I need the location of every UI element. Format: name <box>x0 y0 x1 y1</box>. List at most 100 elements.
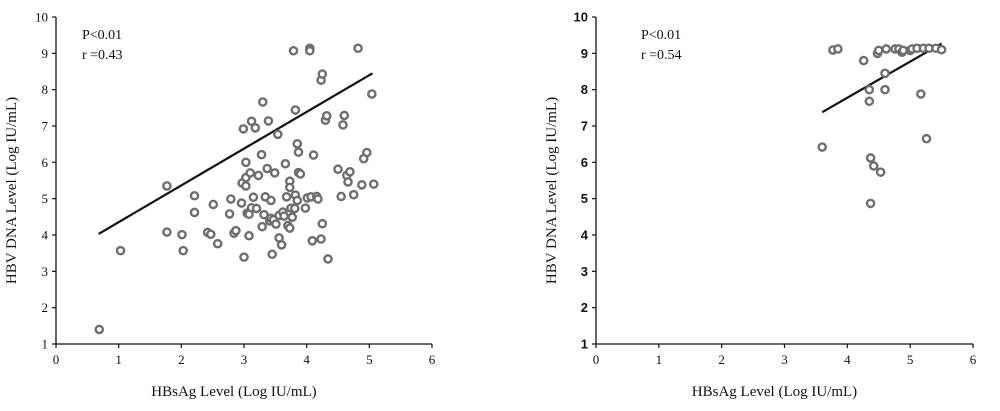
y-tick-label: 7 <box>581 119 588 134</box>
x-tick-label: 5 <box>366 352 373 367</box>
y-tick-label: 8 <box>42 82 49 97</box>
data-point <box>864 96 875 107</box>
y-tick-label: 10 <box>35 10 48 25</box>
data-point <box>304 45 315 56</box>
x-tick-label: 4 <box>844 352 851 367</box>
r-value-annotation: r =0.43 <box>82 48 123 63</box>
data-point <box>267 249 278 260</box>
data-point <box>288 45 299 56</box>
data-point <box>868 161 879 171</box>
data-point <box>162 181 172 191</box>
data-point <box>248 192 259 203</box>
data-point <box>313 194 323 204</box>
data-point <box>224 209 235 219</box>
y-tick-label: 3 <box>581 264 588 279</box>
data-point <box>236 198 247 208</box>
x-tick-label: 6 <box>429 352 436 367</box>
data-point <box>317 69 328 79</box>
r-value-annotation: r =0.54 <box>641 48 682 63</box>
data-point <box>343 177 353 187</box>
y-axis-title: HBV DNA Level (Log IU/mL) <box>544 97 560 284</box>
regression-line <box>821 42 943 114</box>
x-axis-title: HBsAg Level (Log IU/mL) <box>151 384 316 400</box>
data-point <box>226 194 236 204</box>
data-point <box>241 157 251 168</box>
data-point <box>292 195 303 206</box>
y-tick-label: 2 <box>42 300 49 315</box>
data-point <box>864 84 875 95</box>
y-tick-label: 5 <box>42 191 49 206</box>
data-point <box>178 245 189 256</box>
y-tick-label: 10 <box>574 10 588 25</box>
y-tick-label: 6 <box>42 155 49 170</box>
data-point <box>873 45 884 56</box>
data-point <box>266 195 276 206</box>
data-point <box>916 89 926 99</box>
data-point <box>293 147 304 157</box>
data-point <box>333 164 343 175</box>
data-point <box>865 153 876 163</box>
data-point <box>281 192 292 202</box>
y-tick-label: 4 <box>581 228 589 243</box>
data-point <box>345 166 355 177</box>
data-point <box>250 123 261 133</box>
x-tick-label: 0 <box>593 352 600 367</box>
data-point <box>177 229 187 240</box>
data-point <box>357 180 367 190</box>
data-point <box>833 44 843 54</box>
data-point <box>865 198 876 209</box>
x-tick-label: 2 <box>178 352 185 367</box>
data-point <box>257 221 267 232</box>
data-point <box>276 240 287 250</box>
y-tick-label: 7 <box>42 119 49 134</box>
x-tick-label: 0 <box>53 352 60 367</box>
data-point <box>338 120 348 130</box>
data-point <box>316 234 326 244</box>
data-point <box>239 252 249 262</box>
data-point <box>259 209 269 220</box>
regression-line <box>98 72 374 235</box>
data-point <box>245 168 256 178</box>
y-tick-label: 3 <box>42 264 49 279</box>
data-point <box>875 167 886 177</box>
data-point <box>880 84 890 95</box>
data-point <box>289 203 300 214</box>
data-point <box>284 223 295 233</box>
data-point <box>292 139 303 149</box>
data-point <box>241 181 251 191</box>
data-point <box>321 111 332 121</box>
data-point <box>94 324 105 335</box>
data-point <box>212 238 223 249</box>
y-tick-label: 9 <box>581 46 588 61</box>
data-point <box>308 150 319 160</box>
x-tick-label: 5 <box>907 352 914 367</box>
data-point <box>368 179 379 189</box>
y-tick-label: 1 <box>42 337 49 352</box>
data-point <box>244 230 254 241</box>
data-point <box>251 203 262 214</box>
data-point <box>353 43 363 54</box>
y-tick-label: 1 <box>581 337 588 352</box>
y-tick-label: 9 <box>42 46 49 61</box>
data-point <box>231 225 241 236</box>
y-tick-label: 4 <box>42 228 49 243</box>
y-tick-label: 6 <box>581 155 588 170</box>
x-tick-label: 3 <box>241 352 248 367</box>
data-point <box>300 203 311 213</box>
data-point <box>263 116 274 126</box>
p-value-annotation: P<0.01 <box>82 28 122 43</box>
y-tick-label: 2 <box>581 300 588 315</box>
data-point <box>208 199 219 210</box>
data-point <box>262 163 272 174</box>
data-point <box>339 110 350 121</box>
data-point <box>273 129 283 140</box>
data-point <box>257 97 268 107</box>
x-tick-label: 6 <box>970 352 977 367</box>
data-point <box>269 168 280 178</box>
data-point <box>280 158 291 169</box>
data-point <box>279 211 289 221</box>
data-point <box>256 149 267 160</box>
x-tick-label: 3 <box>781 352 788 367</box>
